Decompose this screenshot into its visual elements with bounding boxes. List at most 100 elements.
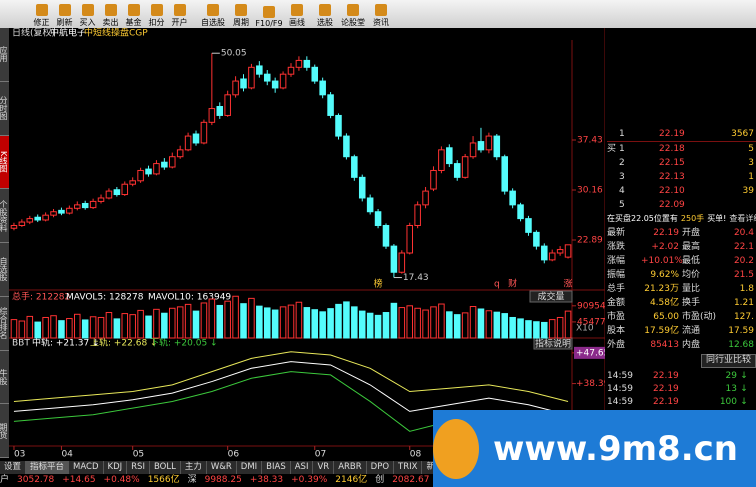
book-price: 22.13: [659, 172, 685, 182]
side-tab[interactable]: 期货: [0, 404, 9, 458]
stat-label: 涨幅: [607, 256, 626, 266]
compare-button[interactable]: 同行业比较: [700, 354, 756, 368]
toolbar-label[interactable]: 画线: [289, 18, 305, 27]
stat-value: 22.19: [653, 228, 679, 238]
notice-text: 买单!: [707, 214, 727, 223]
indicator-tab[interactable]: ASI: [291, 461, 314, 474]
volume-bar: [295, 301, 303, 339]
toolbar-button[interactable]: 画线: [283, 2, 311, 28]
y-tick-label: 30.16: [577, 186, 603, 196]
toolbar-button[interactable]: 扣分: [145, 2, 168, 28]
volume-bar: [422, 309, 429, 339]
ind-legend: 上轨: +22.68 ↓: [90, 337, 158, 349]
volume-bar: [327, 308, 334, 339]
toolbar-label[interactable]: 扣分: [148, 18, 165, 27]
icon: [291, 4, 303, 16]
indicator-tab[interactable]: 指标平台: [26, 461, 70, 474]
toolbar-button[interactable]: 买入: [76, 2, 99, 28]
candle-body: [509, 190, 516, 206]
side-tab[interactable]: 综合排名: [0, 296, 9, 351]
toolbar-button[interactable]: 刷新: [53, 2, 76, 28]
candle-body: [525, 218, 532, 233]
chart-bg: [9, 28, 605, 461]
indicator-tab[interactable]: ARBR: [334, 461, 367, 474]
indicator-tab[interactable]: MACD: [69, 461, 104, 474]
toolbar-button[interactable]: 资讯: [367, 2, 395, 28]
toolbar-button[interactable]: 开户: [168, 2, 191, 28]
volume-bar: [137, 309, 144, 339]
toolbar-label[interactable]: 选股: [317, 18, 333, 27]
volume-bar: [58, 320, 65, 339]
toolbar-label[interactable]: 刷新: [56, 18, 73, 27]
toolbar-label[interactable]: 自选股: [201, 18, 225, 27]
indicator-tab[interactable]: KDJ: [104, 461, 128, 474]
side-tab[interactable]: 个股资料: [0, 189, 9, 243]
ind-button-label[interactable]: 指标说明: [535, 338, 571, 350]
indicator-tab[interactable]: BOLL: [150, 461, 181, 474]
event-marker: 涨: [564, 279, 573, 290]
toolbar-label[interactable]: F10/F9: [255, 19, 283, 28]
candle-body: [42, 214, 49, 221]
toolbar-label[interactable]: 基金: [125, 18, 142, 27]
toolbar-label[interactable]: 周期: [233, 18, 249, 27]
volume-bar: [374, 314, 382, 339]
volume-bar: [406, 305, 414, 339]
book-level: 3: [619, 172, 625, 182]
volume-bar: [10, 319, 18, 339]
toolbar-button[interactable]: F10/F9: [255, 2, 283, 28]
x-tick-label: 07: [315, 450, 326, 460]
toolbar-button[interactable]: 卖出: [99, 2, 122, 28]
stat-row: 最新 22.19 开盘 20.4: [607, 226, 756, 240]
indicator-tab[interactable]: TRIX: [394, 461, 423, 474]
volume-bar: [493, 311, 501, 339]
vol-legend: MAVOL10: 163949: [148, 293, 231, 303]
side-tab[interactable]: 应用: [0, 28, 9, 82]
toolbar-label[interactable]: 卖出: [102, 18, 119, 27]
indicator-tab[interactable]: 主力: [181, 461, 207, 474]
toolbar-button[interactable]: 周期: [227, 2, 255, 28]
toolbar-button[interactable]: 论股堂: [339, 2, 367, 28]
book-volume: [709, 198, 754, 212]
candle-body: [74, 204, 81, 209]
indicator-tab[interactable]: DMI: [237, 461, 263, 474]
volume-bar: [18, 320, 26, 339]
vol-button[interactable]: [529, 290, 573, 303]
indicator-tab[interactable]: 设置: [0, 461, 27, 474]
candle-body: [453, 163, 461, 178]
side-tab[interactable]: 分时图: [0, 81, 9, 136]
candle-body: [343, 135, 350, 158]
toolbar-button[interactable]: 自选股: [199, 2, 227, 28]
volume-bar: [153, 308, 160, 339]
indicator-tab[interactable]: W&R: [207, 461, 237, 474]
stat-label: 量比: [682, 284, 701, 294]
status-item: 3052.78: [17, 475, 55, 485]
status-item: 9988.25: [204, 475, 242, 485]
indicator-tab[interactable]: VR: [313, 461, 335, 474]
side-tab[interactable]: 自选股: [0, 243, 9, 297]
status-item: +0.39%: [291, 475, 328, 485]
toolbar-label[interactable]: 资讯: [373, 18, 389, 27]
candle-body: [81, 202, 89, 209]
book-side: [607, 184, 619, 198]
toolbar-label[interactable]: 买入: [79, 18, 96, 27]
volume-bar: [509, 316, 516, 339]
toolbar-button[interactable]: 修正: [30, 2, 53, 28]
toolbar-button[interactable]: 选股: [311, 2, 339, 28]
toolbar-label[interactable]: 修正: [33, 18, 50, 27]
volume-bar: [351, 306, 358, 339]
side-tab[interactable]: K线图: [0, 135, 9, 190]
indicator-tab[interactable]: RSI: [127, 461, 150, 474]
side-tab[interactable]: 牛股: [0, 350, 9, 405]
notice-text: 250手: [680, 214, 705, 223]
notice-text[interactable]: 查看详细: [729, 214, 756, 223]
candle-body: [390, 245, 398, 273]
volume-bar: [430, 306, 437, 339]
indicator-tab[interactable]: DPO: [367, 461, 395, 474]
toolbar-button[interactable]: 基金: [122, 2, 145, 28]
candle-body: [161, 161, 168, 168]
toolbar-label[interactable]: 开户: [171, 18, 188, 27]
vol-legend: 总手: 212282: [12, 291, 70, 303]
vol-button-label[interactable]: 成交量: [537, 291, 564, 303]
toolbar-label[interactable]: 论股堂: [341, 18, 365, 27]
indicator-tab[interactable]: BIAS: [262, 461, 291, 474]
